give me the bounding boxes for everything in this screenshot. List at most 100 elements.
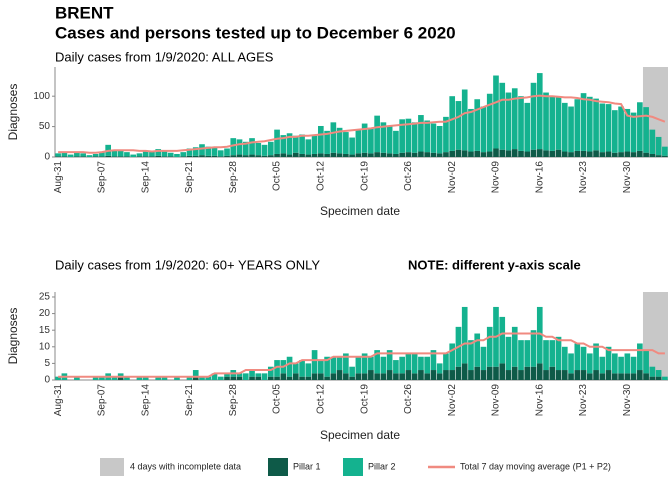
bar: [586, 373, 593, 380]
bar: [242, 141, 249, 156]
bar: [543, 370, 549, 380]
bar: [305, 363, 312, 377]
bar: [405, 118, 412, 153]
bar: [161, 156, 168, 157]
bar: [386, 153, 393, 157]
bar: [161, 150, 168, 157]
bar: [524, 340, 531, 367]
legend-label: Pillar 2: [368, 461, 396, 471]
bar: [599, 373, 606, 380]
bar: [443, 353, 449, 371]
bar: [305, 376, 312, 380]
bar: [249, 370, 255, 377]
bar: [449, 370, 456, 380]
x-tick-label: Oct-19: [359, 384, 370, 414]
bar: [555, 336, 562, 371]
bar: [486, 326, 493, 367]
bar: [368, 127, 374, 154]
bar: [418, 151, 424, 157]
bar: [474, 333, 481, 367]
x-tick-label: Sep-28: [228, 161, 239, 194]
bar: [324, 153, 330, 157]
bar: [217, 156, 224, 157]
bar: [349, 137, 355, 155]
bar: [55, 153, 61, 157]
bar: [274, 153, 280, 157]
panel-subtitle: Daily cases from 1/9/2020: 60+ YEARS ONL…: [55, 257, 320, 272]
x-tick-label: Sep-21: [184, 161, 195, 194]
x-tick-label: Oct-05: [272, 384, 283, 414]
bar: [230, 376, 237, 380]
bar: [468, 151, 474, 157]
bar: [286, 154, 293, 157]
bar: [111, 376, 118, 380]
bar: [461, 150, 468, 157]
bar: [374, 373, 380, 380]
bar: [217, 376, 224, 380]
bar: [174, 376, 180, 380]
bar: [511, 326, 518, 367]
bar: [612, 152, 618, 157]
bar: [480, 370, 487, 380]
bar: [436, 125, 443, 154]
bar: [393, 153, 399, 157]
bar: [461, 363, 468, 380]
bar: [192, 370, 199, 377]
bar: [99, 151, 105, 157]
bar: [74, 156, 80, 157]
bar: [493, 366, 499, 380]
bar: [530, 366, 537, 380]
bar: [418, 370, 424, 380]
bar: [355, 373, 362, 380]
bar: [586, 96, 593, 152]
bar: [299, 134, 305, 154]
bar: [561, 346, 568, 371]
bar: [486, 93, 493, 152]
bar: [549, 340, 556, 367]
bar: [436, 363, 443, 374]
bar: [236, 139, 243, 155]
bar: [418, 115, 424, 152]
x-tick-label: Sep-28: [228, 384, 239, 417]
bar: [186, 376, 193, 380]
y-axis-title: Diagnoses: [6, 84, 20, 141]
bar: [630, 356, 637, 374]
bar: [405, 370, 412, 380]
x-tick-label: Aug-31: [53, 161, 64, 194]
bar: [305, 139, 312, 155]
bar: [361, 353, 368, 374]
x-axis-title: Specimen date: [320, 204, 400, 218]
bar: [468, 370, 474, 380]
bar: [393, 373, 399, 380]
bar: [480, 346, 487, 371]
bar: [311, 373, 318, 380]
bar: [292, 373, 299, 380]
bar: [518, 340, 524, 371]
bar: [618, 152, 624, 157]
bar: [486, 366, 493, 380]
bar: [230, 155, 237, 157]
bar: [167, 156, 174, 157]
bar: [130, 154, 137, 157]
bar: [343, 373, 349, 380]
bar: [630, 112, 637, 153]
bar: [311, 350, 318, 374]
bar: [361, 152, 368, 157]
bar: [205, 376, 212, 380]
bar: [199, 376, 205, 380]
bar: [586, 353, 593, 374]
bar: [580, 93, 587, 151]
bar: [255, 155, 262, 157]
bar: [505, 150, 512, 157]
bar: [355, 129, 362, 154]
bar: [430, 370, 437, 380]
bar: [499, 149, 506, 157]
bar: [505, 336, 512, 371]
bar: [530, 330, 537, 367]
x-tick-label: Oct-05: [272, 161, 283, 191]
y-tick-label: 50: [39, 121, 51, 132]
bar: [424, 120, 431, 153]
bar: [449, 150, 456, 157]
bar: [117, 150, 124, 157]
bar: [612, 110, 618, 153]
